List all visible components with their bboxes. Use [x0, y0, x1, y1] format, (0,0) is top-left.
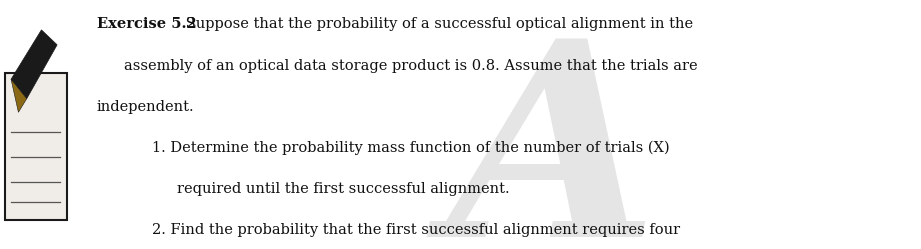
Text: 2. Find the probability that the first successful alignment requires four: 2. Find the probability that the first s…	[152, 223, 680, 237]
Text: 1. Determine the probability mass function of the number of trials (X): 1. Determine the probability mass functi…	[152, 141, 670, 155]
Text: required until the first successful alignment.: required until the first successful alig…	[177, 182, 509, 196]
FancyBboxPatch shape	[5, 73, 67, 220]
Polygon shape	[11, 79, 27, 112]
Text: assembly of an optical data storage product is 0.8. Assume that the trials are: assembly of an optical data storage prod…	[124, 59, 698, 72]
Text: A: A	[448, 30, 658, 249]
Polygon shape	[11, 30, 57, 99]
Text: independent.: independent.	[97, 100, 194, 114]
Text: Suppose that the probability of a successful optical alignment in the: Suppose that the probability of a succes…	[181, 17, 694, 31]
Text: Exercise 5.2: Exercise 5.2	[97, 17, 196, 31]
